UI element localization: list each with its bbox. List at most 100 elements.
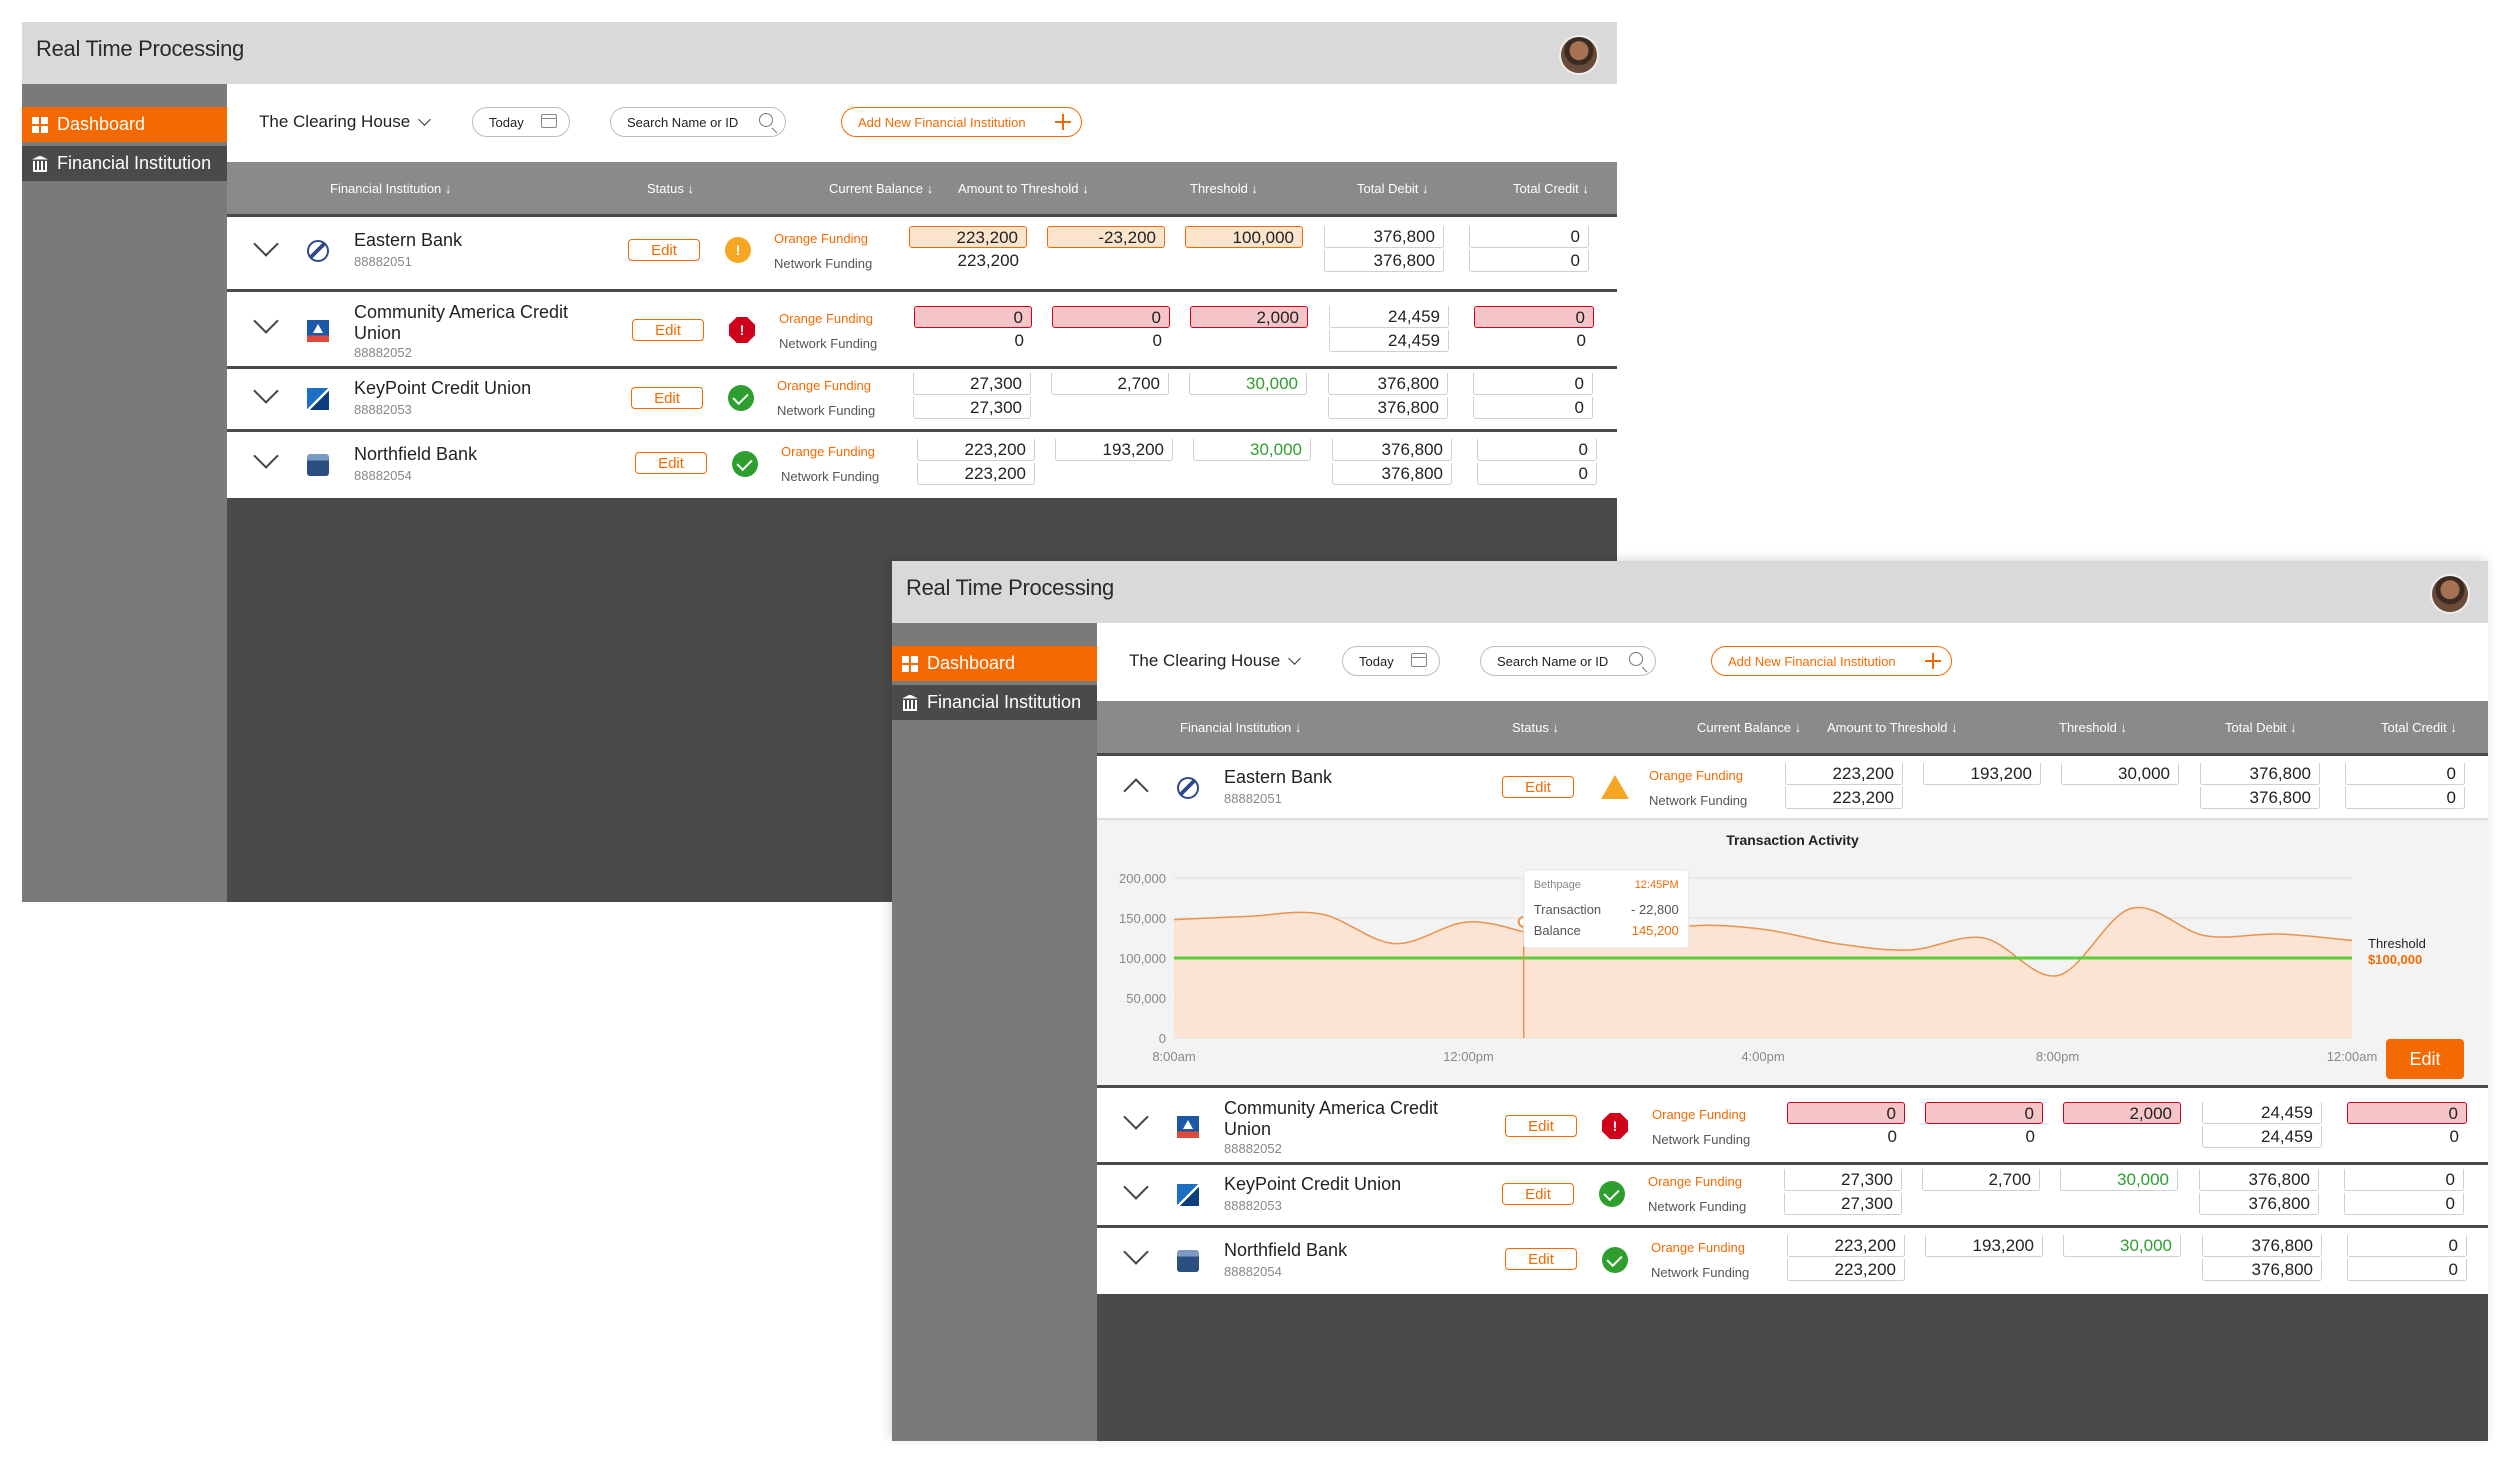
column-header-financial-institution[interactable]: Financial Institution	[1180, 720, 1301, 735]
transaction-activity-panel: Transaction Activity 200,000 150,000 100,0…	[1097, 818, 2488, 1087]
total-credit-orange: 0	[2347, 1235, 2467, 1257]
amount-to-threshold-orange: 0	[1925, 1102, 2043, 1124]
edit-button[interactable]: Edit	[1502, 776, 1574, 798]
bank-logo	[307, 240, 329, 262]
column-header-status[interactable]: Status	[1512, 720, 1559, 735]
total-credit-network: 0	[2347, 1259, 2467, 1281]
add-financial-institution-button[interactable]: Add New Financial Institution	[1711, 646, 1952, 676]
organization-dropdown[interactable]: The Clearing House	[1129, 651, 1302, 671]
threshold-value: 2,000	[2063, 1102, 2181, 1124]
edit-button[interactable]: Edit	[632, 319, 704, 341]
network-funding-label: Network Funding	[1652, 1132, 1751, 1147]
add-button-label: Add New Financial Institution	[858, 114, 1026, 130]
date-picker[interactable]: Today	[472, 107, 570, 137]
column-header-total-credit[interactable]: Total Credit	[2381, 720, 2457, 735]
chevron-down-icon[interactable]	[1123, 1104, 1149, 1130]
chevron-down-icon[interactable]	[253, 443, 279, 469]
institution-name: KeyPoint Credit Union	[1224, 1174, 1402, 1194]
column-header-current-balance[interactable]: Current Balance	[1697, 720, 1801, 735]
institution-name: Community America Credit Union	[1224, 1098, 1439, 1139]
user-avatar[interactable]	[2430, 574, 2470, 614]
chevron-down-icon[interactable]	[253, 231, 279, 257]
bank-logo	[1177, 1250, 1199, 1272]
calendar-icon	[1411, 653, 1427, 667]
edit-button[interactable]: Edit	[1502, 1183, 1574, 1205]
threshold-value: 30,000	[1189, 373, 1307, 395]
chevron-down-icon[interactable]	[253, 308, 279, 334]
column-header-total-debit[interactable]: Total Debit	[2225, 720, 2297, 735]
institution-name: Eastern Bank	[354, 230, 463, 250]
bank-icon	[902, 695, 918, 711]
total-debit-orange: 376,800	[2200, 763, 2320, 785]
title-bar: Real Time Processing	[892, 561, 2488, 623]
threshold-value: 100,000	[1185, 226, 1303, 248]
bank-logo	[307, 454, 329, 476]
search-input[interactable]: Search Name or ID	[1480, 646, 1656, 676]
toolbar: The Clearing House Today Search Name or …	[227, 84, 1617, 162]
column-header-amount-to-threshold[interactable]: Amount to Threshold	[1827, 720, 1958, 735]
tooltip-transaction-value: - 22,800	[1631, 902, 1679, 917]
add-button-label: Add New Financial Institution	[1728, 653, 1896, 669]
column-header-threshold[interactable]: Threshold	[1190, 181, 1258, 196]
chevron-up-icon[interactable]	[1123, 778, 1149, 804]
network-funding-label: Network Funding	[1651, 1265, 1750, 1280]
column-header-status[interactable]: Status	[647, 181, 694, 196]
warning-triangle-icon	[1601, 775, 1629, 799]
current-balance-orange: 223,200	[917, 439, 1035, 461]
chevron-down-icon[interactable]	[1123, 1239, 1149, 1265]
sidebar-item-label: Dashboard	[57, 114, 146, 134]
organization-label: The Clearing House	[259, 112, 411, 131]
sidebar-item-financial-institution[interactable]: Financial Institution	[892, 685, 1097, 720]
x-tick-label: 8:00am	[1152, 1049, 1195, 1064]
organization-dropdown[interactable]: The Clearing House	[259, 112, 432, 132]
transaction-activity-chart[interactable]: 200,000 150,000 100,000 50,000 0 8:00am 12:00p…	[1097, 820, 2488, 1087]
edit-button[interactable]: Edit	[1505, 1115, 1577, 1137]
grid-icon	[32, 116, 48, 133]
user-avatar[interactable]	[1559, 35, 1599, 75]
edit-button[interactable]: Edit	[635, 452, 707, 474]
amount-to-threshold: 193,200	[1923, 763, 2041, 785]
chevron-down-icon[interactable]	[1123, 1174, 1149, 1200]
orange-funding-label: Orange Funding	[781, 444, 875, 459]
x-tick-label: 12:00am	[2327, 1049, 2378, 1064]
sidebar-item-dashboard[interactable]: Dashboard	[892, 646, 1097, 681]
amount-to-threshold-orange: 0	[1052, 306, 1170, 328]
network-funding-label: Network Funding	[781, 469, 880, 484]
sidebar-item-dashboard[interactable]: Dashboard	[22, 107, 227, 142]
total-credit-orange: 0	[2347, 1102, 2467, 1124]
table-row-expanded: Eastern Bank 88882051 Edit Orange Fundin…	[1097, 753, 2488, 821]
bank-logo	[1177, 1116, 1199, 1138]
current-balance-network: 0	[1887, 1127, 1897, 1146]
threshold-value: 2,000	[1190, 306, 1308, 328]
total-debit-network: 376,800	[1328, 397, 1448, 419]
chart-edit-button[interactable]: Edit	[2386, 1039, 2464, 1079]
column-header-total-debit[interactable]: Total Debit	[1357, 181, 1429, 196]
total-debit-network: 376,800	[2202, 1259, 2322, 1281]
title-bar: Real Time Processing	[22, 22, 1617, 84]
error-icon: !	[729, 317, 755, 343]
chevron-down-icon[interactable]	[253, 378, 279, 404]
threshold-value: 30,000	[2060, 1169, 2178, 1191]
total-credit-network: 0	[2345, 787, 2465, 809]
column-header-threshold[interactable]: Threshold	[2059, 720, 2127, 735]
sidebar-item-financial-institution[interactable]: Financial Institution	[22, 146, 227, 181]
threshold-value-label: $100,000	[2368, 952, 2422, 967]
column-header-total-credit[interactable]: Total Credit	[1513, 181, 1589, 196]
date-label: Today	[489, 114, 524, 130]
tooltip-balance-label: Balance	[1534, 923, 1581, 938]
institution-name: Eastern Bank	[1224, 767, 1333, 787]
date-picker[interactable]: Today	[1342, 646, 1440, 676]
sidebar-item-label: Financial Institution	[57, 153, 212, 173]
edit-button[interactable]: Edit	[631, 387, 703, 409]
column-header-amount-to-threshold[interactable]: Amount to Threshold	[958, 181, 1089, 196]
sidebar: Dashboard Financial Institution	[22, 84, 227, 902]
column-header-current-balance[interactable]: Current Balance	[829, 181, 933, 196]
column-header-financial-institution[interactable]: Financial Institution	[330, 181, 451, 196]
balance-area	[1174, 907, 2352, 1038]
edit-button[interactable]: Edit	[628, 239, 700, 261]
current-balance-orange: 223,200	[909, 226, 1027, 248]
edit-button[interactable]: Edit	[1505, 1248, 1577, 1270]
dashboard-window-collapsed: Real Time Processing Dashboard Financial…	[22, 22, 1617, 902]
add-financial-institution-button[interactable]: Add New Financial Institution	[841, 107, 1082, 137]
search-input[interactable]: Search Name or ID	[610, 107, 786, 137]
